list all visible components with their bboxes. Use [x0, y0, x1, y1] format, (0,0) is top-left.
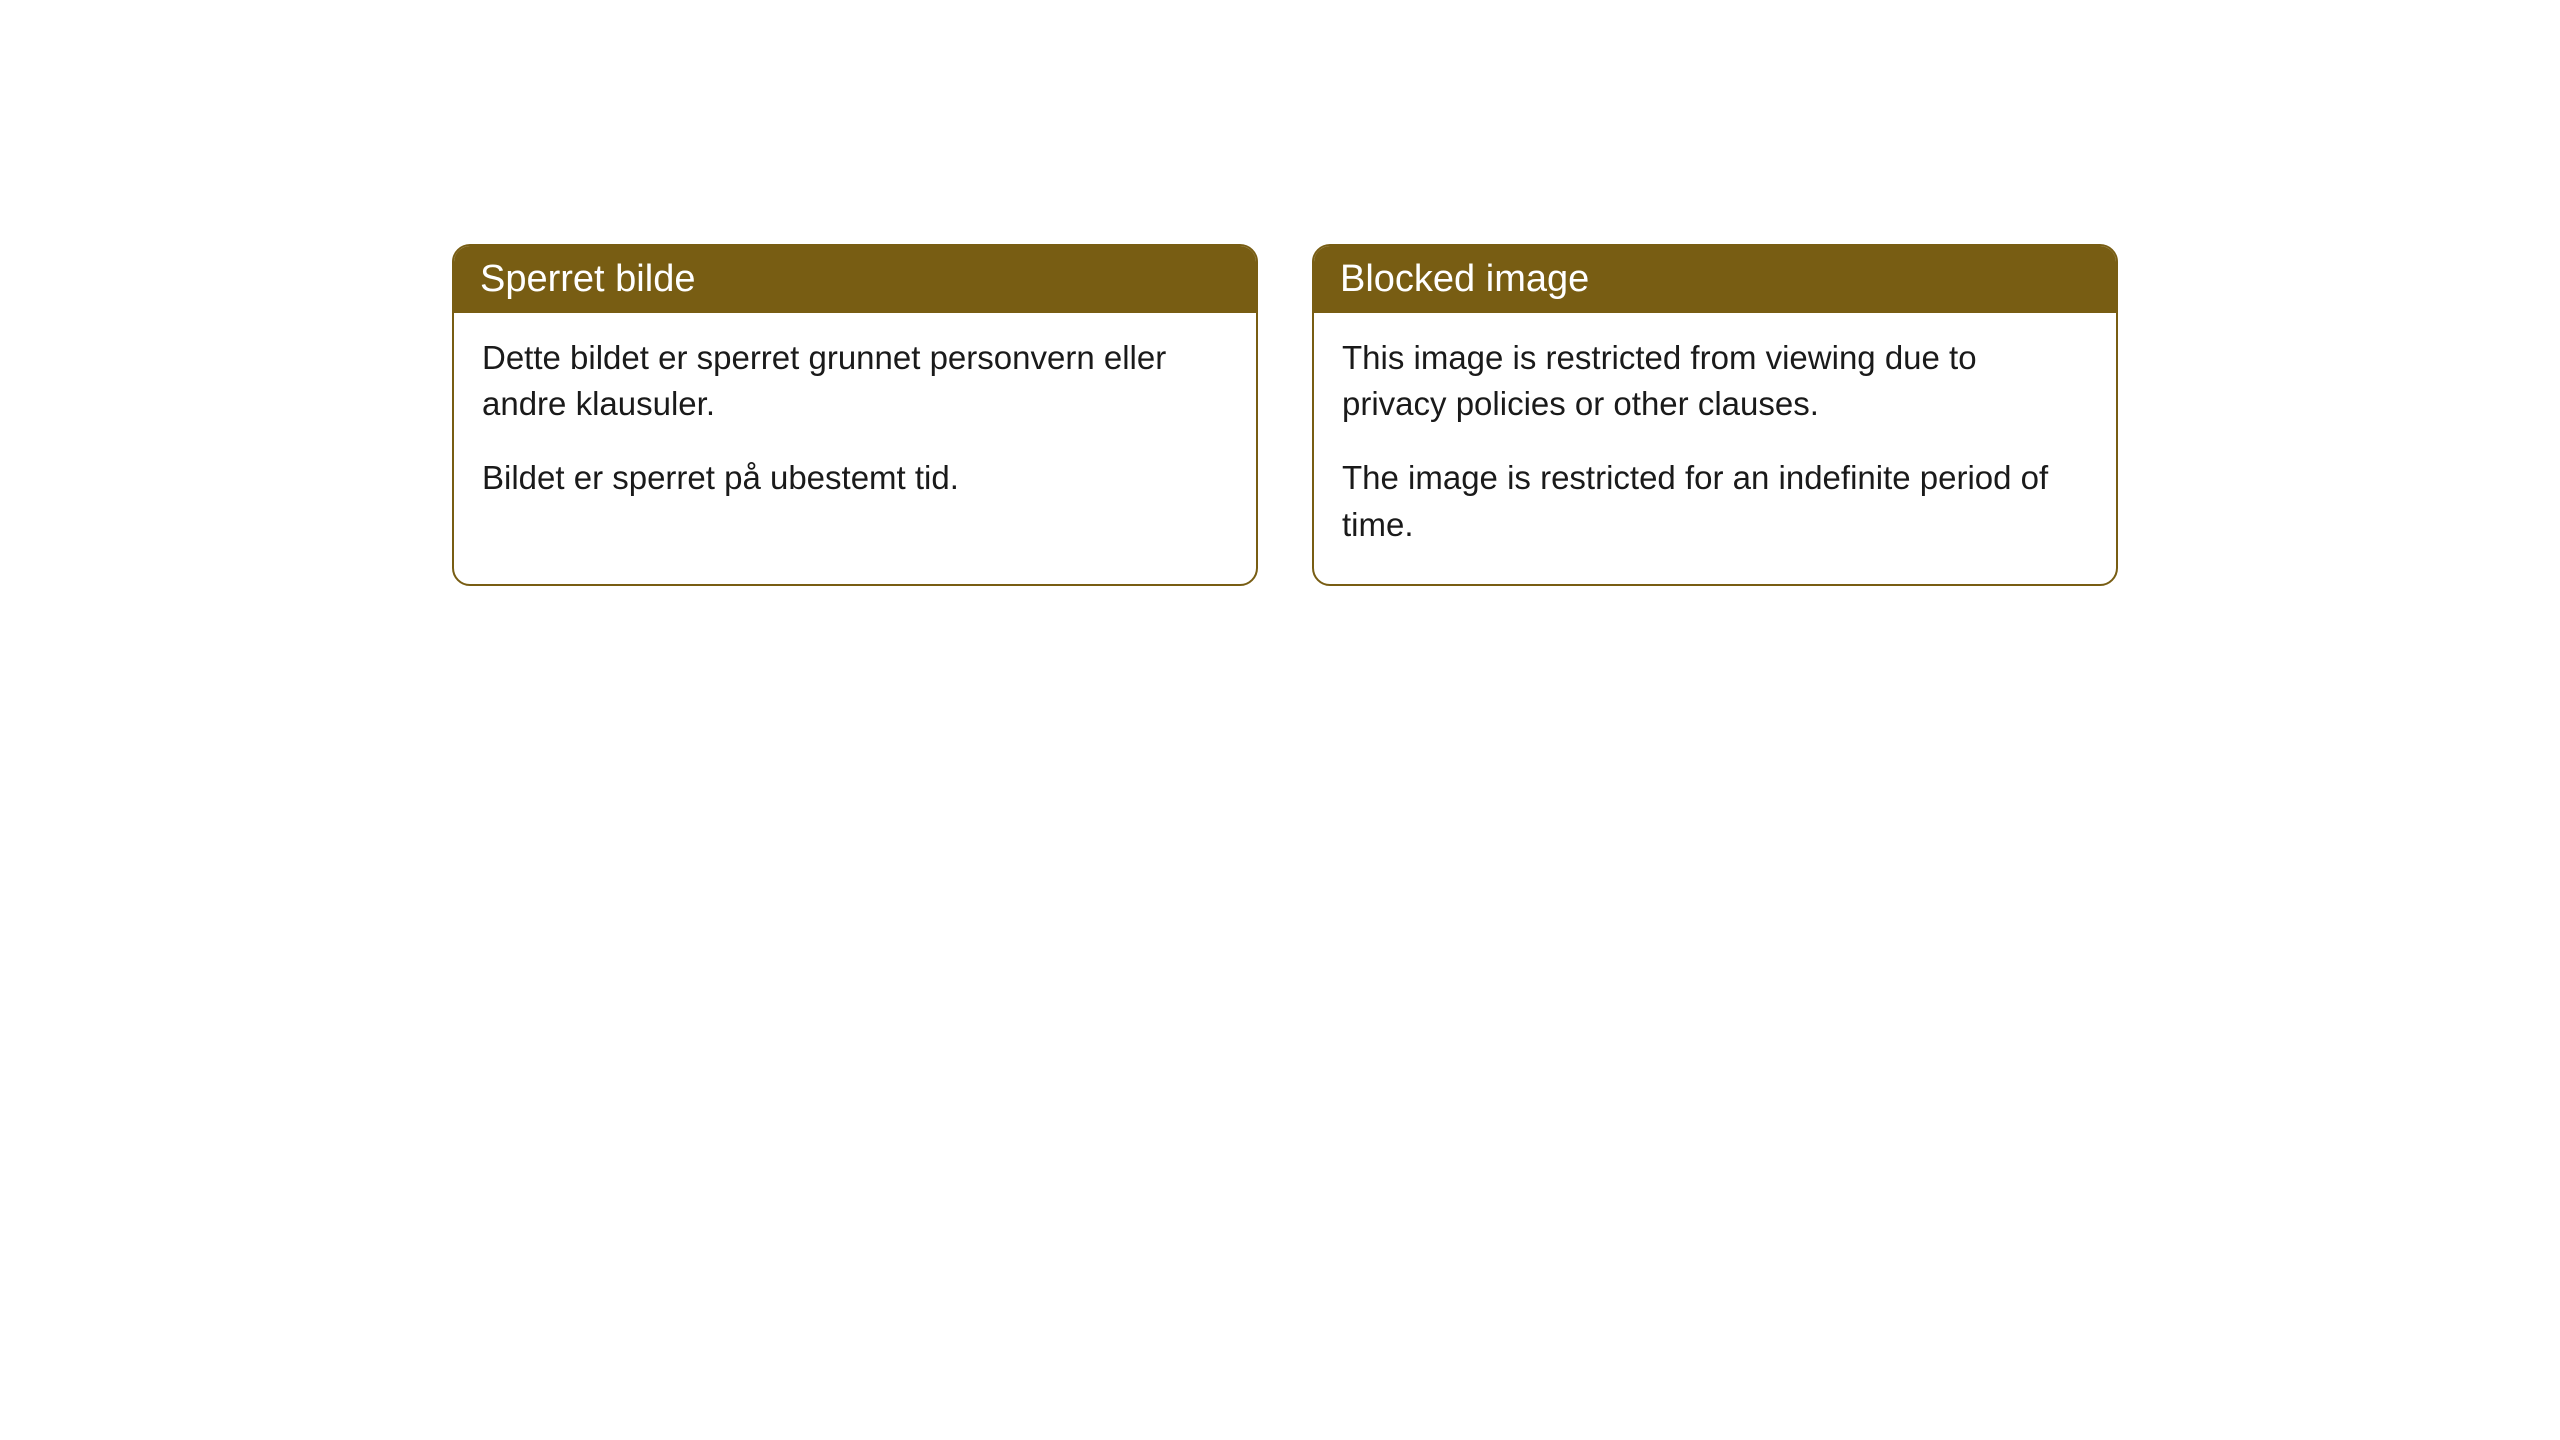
- card-header-english: Blocked image: [1314, 246, 2116, 313]
- blocked-image-card-norwegian: Sperret bilde Dette bildet er sperret gr…: [452, 244, 1258, 586]
- card-paragraph-2: Bildet er sperret på ubestemt tid.: [482, 455, 1228, 501]
- notice-cards-container: Sperret bilde Dette bildet er sperret gr…: [452, 244, 2118, 586]
- card-paragraph-1: This image is restricted from viewing du…: [1342, 335, 2088, 427]
- card-body-norwegian: Dette bildet er sperret grunnet personve…: [454, 313, 1256, 538]
- blocked-image-card-english: Blocked image This image is restricted f…: [1312, 244, 2118, 586]
- card-title: Sperret bilde: [480, 258, 695, 300]
- card-header-norwegian: Sperret bilde: [454, 246, 1256, 313]
- card-paragraph-1: Dette bildet er sperret grunnet personve…: [482, 335, 1228, 427]
- card-paragraph-2: The image is restricted for an indefinit…: [1342, 455, 2088, 547]
- card-body-english: This image is restricted from viewing du…: [1314, 313, 2116, 584]
- card-title: Blocked image: [1340, 258, 1589, 300]
